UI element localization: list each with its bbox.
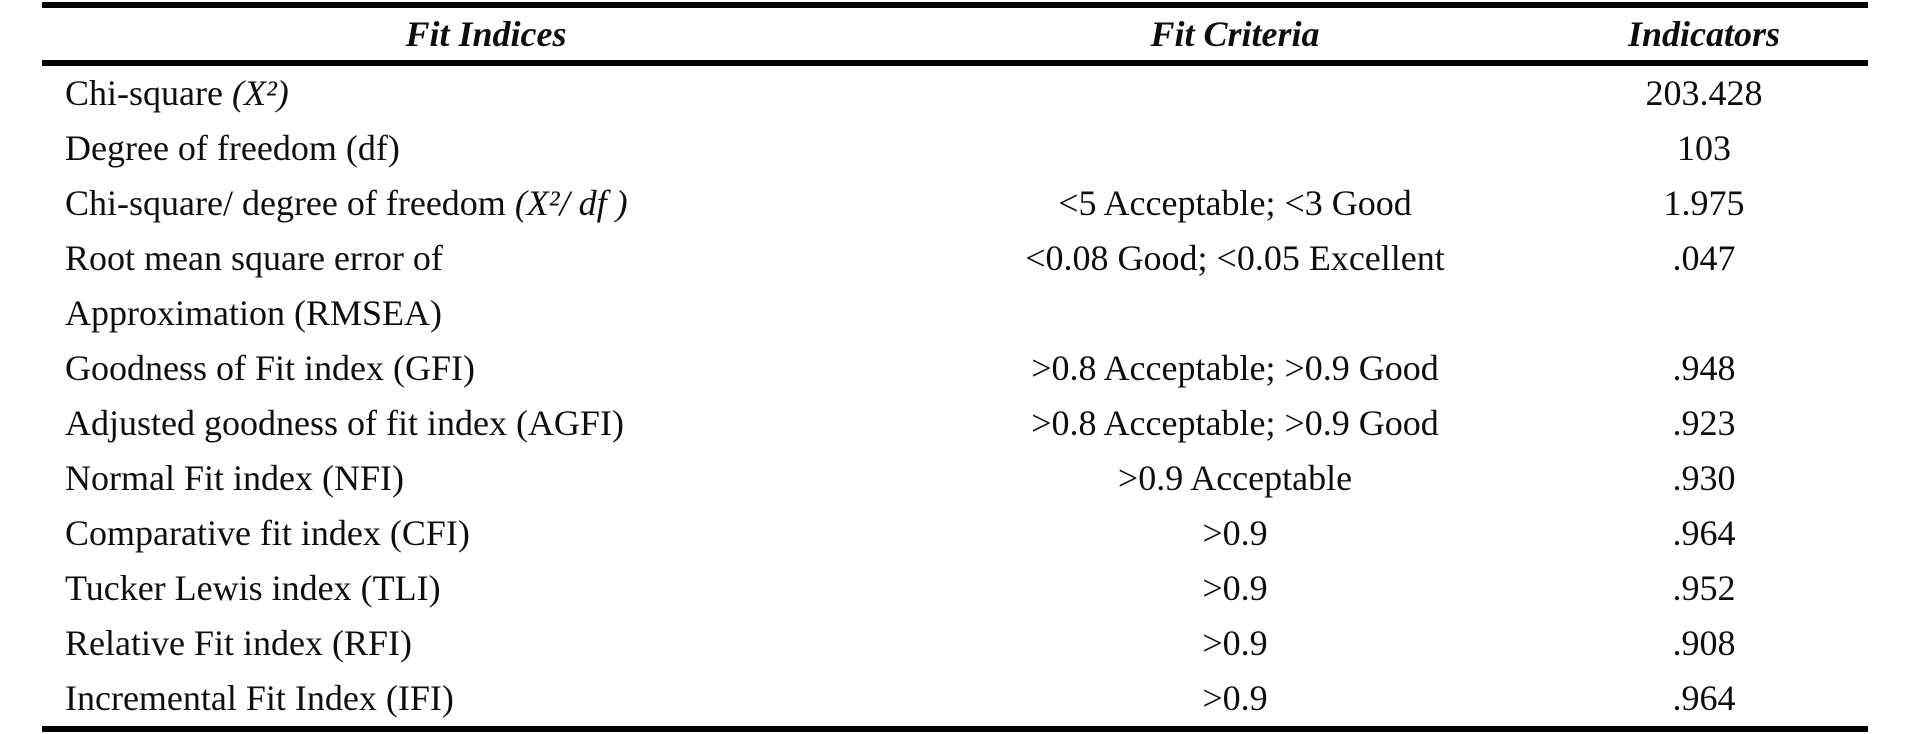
fit-index-label-line1: Root mean square error of xyxy=(65,238,443,278)
indicator-cell: .964 xyxy=(1672,678,1736,718)
indicator-cell: .930 xyxy=(1672,458,1736,498)
criteria-cell: >0.9 xyxy=(1202,623,1268,663)
indicator-cell: .047 xyxy=(1672,238,1736,278)
criteria-cell: >0.8 Acceptable; >0.9 Good xyxy=(1031,403,1439,443)
fit-index-cell: Adjusted goodness of fit index (AGFI) xyxy=(65,403,624,443)
indicator-cell: 203.428 xyxy=(1645,73,1763,113)
table-row-tli: Tucker Lewis index (TLI) >0.9 .952 xyxy=(42,561,1868,616)
fit-index-cell: Root mean square error of Approximation … xyxy=(42,231,930,341)
indicator-cell: 1.975 xyxy=(1663,183,1745,223)
criteria-cell: >0.9 xyxy=(1202,568,1268,608)
fit-index-cell: Degree of freedom (df) xyxy=(65,128,400,168)
criteria-cell: >0.8 Acceptable; >0.9 Good xyxy=(1031,348,1439,388)
indicator-cell: .923 xyxy=(1672,403,1736,443)
criteria-cell xyxy=(930,121,1540,176)
table-row-degree-of-freedom: Degree of freedom (df) 103 xyxy=(42,121,1868,176)
indicator-cell: .964 xyxy=(1672,513,1736,553)
table-row-rfi: Relative Fit index (RFI) >0.9 .908 xyxy=(42,616,1868,671)
fit-index-formula: (X²) xyxy=(231,73,289,113)
fit-index-label: Chi-square/ degree of freedom xyxy=(65,183,515,223)
criteria-cell xyxy=(930,63,1540,121)
indicator-cell: .952 xyxy=(1672,568,1736,608)
header-row: Fit Indices Fit Criteria Indicators xyxy=(42,5,1868,66)
table-row-gfi: Goodness of Fit index (GFI) >0.8 Accepta… xyxy=(42,341,1868,396)
col-header-fit-criteria: Fit Criteria xyxy=(930,5,1540,66)
table-row-ifi: Incremental Fit Index (IFI) >0.9 .964 xyxy=(42,671,1868,729)
fit-index-cell: Normal Fit index (NFI) xyxy=(65,458,404,498)
criteria-cell: <5 Acceptable; <3 Good xyxy=(1058,183,1412,223)
criteria-cell: >0.9 Acceptable xyxy=(1117,458,1353,498)
table-row-chi-square: Chi-square (X²) 203.428 xyxy=(42,63,1868,121)
fit-indices-table: Fit Indices Fit Criteria Indicators Chi-… xyxy=(42,2,1868,732)
fit-index-cell: Relative Fit index (RFI) xyxy=(65,623,412,663)
fit-index-cell: Chi-square (X²) xyxy=(42,63,930,121)
fit-index-label-line2: Approximation (RMSEA) xyxy=(65,293,442,333)
table-row-rmsea: Root mean square error of Approximation … xyxy=(42,231,1868,341)
fit-index-cell: Incremental Fit Index (IFI) xyxy=(65,678,454,718)
criteria-cell: <0.08 Good; <0.05 Excellent xyxy=(1025,238,1445,278)
col-header-fit-indices: Fit Indices xyxy=(42,5,930,66)
criteria-cell: >0.9 xyxy=(1202,678,1268,718)
indicator-cell: .908 xyxy=(1672,623,1736,663)
indicator-cell: 103 xyxy=(1677,128,1731,168)
fit-index-cell: Tucker Lewis index (TLI) xyxy=(65,568,441,608)
table-row-agfi: Adjusted goodness of fit index (AGFI) >0… xyxy=(42,396,1868,451)
fit-index-cell: Goodness of Fit index (GFI) xyxy=(65,348,475,388)
table-row-chi-square-df-ratio: Chi-square/ degree of freedom (X²/ df ) … xyxy=(42,176,1868,231)
criteria-cell: >0.9 xyxy=(1202,513,1268,553)
fit-index-formula: (X²/ df ) xyxy=(514,183,628,223)
fit-index-cell: Comparative fit index (CFI) xyxy=(65,513,470,553)
col-header-indicators: Indicators xyxy=(1540,5,1868,66)
table-row-cfi: Comparative fit index (CFI) >0.9 .964 xyxy=(42,506,1868,561)
fit-index-cell: Chi-square/ degree of freedom (X²/ df ) xyxy=(42,176,930,231)
table-row-nfi: Normal Fit index (NFI) >0.9 Acceptable .… xyxy=(42,451,1868,506)
fit-index-label: Chi-square xyxy=(65,73,232,113)
indicator-cell: .948 xyxy=(1672,348,1736,388)
